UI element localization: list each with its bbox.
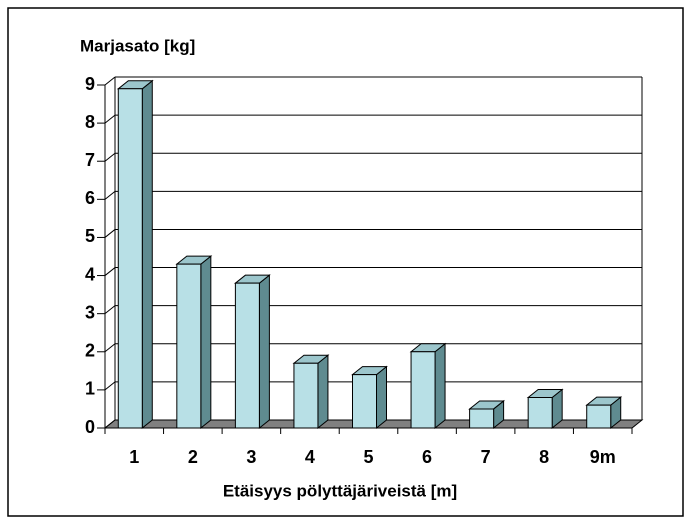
grid-line (104, 419, 116, 429)
x-tick-label: 5 (363, 447, 373, 467)
bar-face (317, 354, 329, 430)
grid-line (104, 267, 116, 276)
chart-frame (7, 7, 684, 517)
bar (292, 354, 330, 430)
bar (351, 365, 388, 430)
y-tick-label: 6 (85, 188, 95, 208)
x-tick-label: 3 (246, 447, 256, 467)
bar-face (410, 351, 436, 429)
bar-face (117, 88, 143, 429)
bar-face (376, 365, 387, 430)
y-tick-label: 0 (85, 417, 95, 437)
grid-line (104, 229, 116, 238)
y-tick-label: 8 (85, 112, 95, 132)
chart-title: Marjasato [kg] (80, 36, 195, 55)
y-tick-label: 2 (85, 341, 95, 361)
x-tick-label: 2 (188, 447, 198, 467)
bar-face (293, 362, 319, 429)
bar (468, 399, 506, 430)
bar (175, 255, 213, 430)
x-tick-label: 4 (305, 447, 315, 467)
bar-face (234, 282, 260, 429)
grid-line (104, 114, 116, 124)
bar-face (434, 342, 446, 430)
bar (585, 396, 623, 430)
bar-face (352, 374, 377, 429)
y-tick-label: 7 (85, 150, 95, 170)
grid-line (104, 76, 116, 86)
grid-line (104, 152, 116, 162)
x-axis-label: Etäisyys pölyttäjäriveistä [m] (223, 481, 457, 500)
y-tick-label: 3 (85, 302, 95, 322)
bar-face (141, 79, 153, 430)
bar (409, 342, 447, 430)
x-tick-label: 9m (590, 447, 616, 467)
bar-face (527, 397, 553, 429)
x-tick-label: 8 (539, 447, 549, 467)
bar-face (258, 274, 270, 430)
bar-face (586, 404, 612, 429)
bar (526, 388, 564, 430)
bar-face (200, 255, 212, 430)
grid-line (104, 190, 116, 200)
y-tick-label: 5 (85, 226, 95, 246)
bar (233, 274, 271, 430)
grid-line (104, 343, 116, 353)
grid-line (104, 305, 116, 315)
x-tick-label: 1 (129, 447, 139, 467)
grid-line (104, 381, 116, 391)
y-tick-label: 1 (85, 379, 95, 399)
x-tick-label: 7 (481, 447, 491, 467)
bar-face (176, 263, 202, 429)
bar-face (469, 408, 495, 429)
y-tick-label: 4 (85, 264, 95, 284)
x-tick-label: 6 (422, 447, 432, 467)
y-tick-label: 9 (85, 74, 95, 94)
bar (116, 79, 154, 430)
